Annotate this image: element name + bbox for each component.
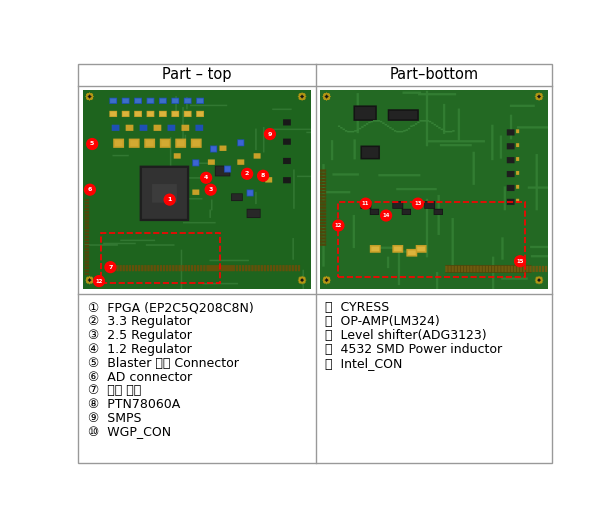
Circle shape (84, 184, 95, 195)
Text: 5: 5 (90, 141, 94, 147)
Text: 12: 12 (95, 279, 103, 283)
Text: 4: 4 (204, 175, 208, 180)
Circle shape (333, 220, 344, 231)
Text: 8: 8 (261, 173, 265, 179)
Text: 3: 3 (208, 187, 213, 192)
Text: ⑬  Level shifter(ADG3123): ⑬ Level shifter(ADG3123) (325, 329, 486, 342)
Text: 1: 1 (167, 197, 172, 202)
Bar (101, 233, 220, 283)
Text: 11: 11 (362, 201, 370, 206)
Text: ③  2.5 Regulator: ③ 2.5 Regulator (88, 329, 192, 342)
Circle shape (105, 262, 116, 272)
Text: ⑨  SMPS: ⑨ SMPS (88, 412, 141, 425)
Text: 2: 2 (245, 171, 249, 176)
Text: ⑭  4532 SMD Power inductor: ⑭ 4532 SMD Power inductor (325, 343, 502, 356)
Circle shape (93, 276, 105, 287)
Text: ⑦  가변 저항: ⑦ 가변 저항 (88, 385, 141, 397)
Circle shape (164, 194, 175, 205)
Text: ⑩  WGP_CON: ⑩ WGP_CON (88, 426, 171, 439)
Text: ④  1.2 Regulator: ④ 1.2 Regulator (88, 343, 191, 356)
Text: 15: 15 (517, 259, 524, 264)
Text: ⑫  OP-AMP(LM324): ⑫ OP-AMP(LM324) (325, 315, 440, 328)
Text: ⑮  Intel_CON: ⑮ Intel_CON (325, 357, 402, 370)
Text: ⑧  PTN78060A: ⑧ PTN78060A (88, 398, 180, 411)
Text: ①  FPGA (EP2C5Q208C8N): ① FPGA (EP2C5Q208C8N) (88, 301, 253, 314)
Circle shape (258, 170, 269, 181)
Circle shape (264, 129, 276, 139)
Text: 13: 13 (414, 201, 421, 206)
Text: ⑪  CYRESS: ⑪ CYRESS (325, 301, 389, 314)
Text: 6: 6 (88, 187, 92, 192)
Circle shape (515, 256, 525, 267)
Text: ⑤  Blaster 연결 Connector: ⑤ Blaster 연결 Connector (88, 357, 239, 370)
Circle shape (360, 198, 371, 209)
Circle shape (381, 210, 392, 221)
Text: ②  3.3 Regulator: ② 3.3 Regulator (88, 315, 191, 328)
Text: ⑥  AD connector: ⑥ AD connector (88, 371, 192, 384)
Circle shape (242, 169, 253, 179)
Text: 7: 7 (108, 265, 113, 270)
Text: Part–bottom: Part–bottom (389, 67, 478, 82)
Circle shape (87, 139, 98, 149)
Text: 12: 12 (335, 223, 342, 228)
Text: 14: 14 (383, 213, 390, 218)
Text: Part – top: Part – top (162, 67, 232, 82)
Bar (338, 201, 525, 277)
Circle shape (200, 172, 212, 183)
Circle shape (205, 184, 216, 195)
Circle shape (413, 198, 423, 209)
Text: 9: 9 (268, 132, 272, 137)
